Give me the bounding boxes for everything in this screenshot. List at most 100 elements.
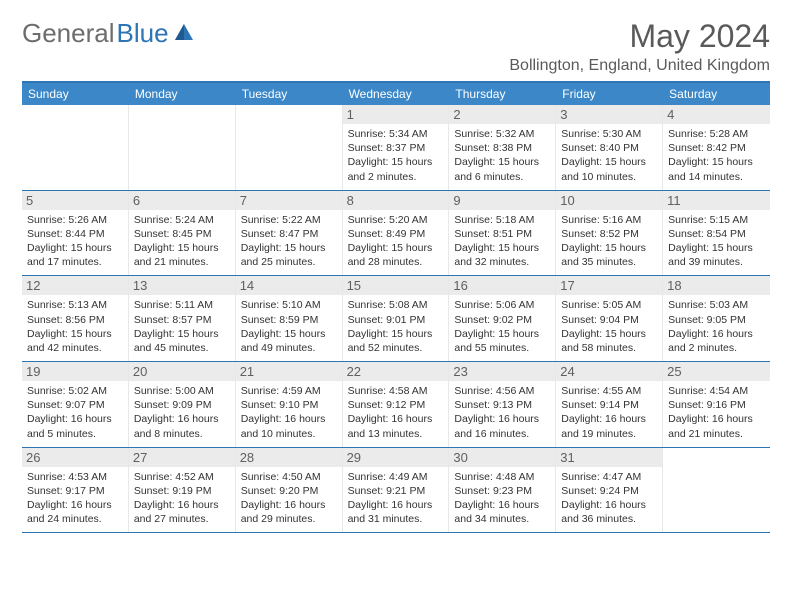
day-number: 9	[449, 191, 555, 210]
sunrise-text: Sunrise: 4:59 AM	[241, 384, 337, 398]
day-cell: 18 Sunrise: 5:03 AMSunset: 9:05 PMDayligh…	[663, 276, 770, 361]
logo-text-2: Blue	[117, 18, 169, 49]
day-info: Sunrise: 5:34 AMSunset: 8:37 PMDaylight:…	[348, 127, 444, 184]
week-row: 12Sunrise: 5:13 AMSunset: 8:56 PMDayligh…	[22, 276, 770, 362]
day-info: Sunrise: 5:24 AMSunset: 8:45 PMDaylight:…	[134, 213, 230, 270]
day-cell	[22, 105, 129, 190]
day-number: 28	[236, 448, 342, 467]
day-number: 26	[22, 448, 128, 467]
sunset-text: Sunset: 8:59 PM	[241, 313, 337, 327]
day-number: 23	[449, 362, 555, 381]
sunset-text: Sunset: 8:52 PM	[561, 227, 657, 241]
sunset-text: Sunset: 9:12 PM	[348, 398, 444, 412]
sunrise-text: Sunrise: 5:22 AM	[241, 213, 337, 227]
day-header: Wednesday	[343, 83, 450, 105]
daylight-text: Daylight: 16 hours and 31 minutes.	[348, 498, 444, 526]
daylight-text: Daylight: 15 hours and 42 minutes.	[27, 327, 123, 355]
title-block: May 2024 Bollington, England, United Kin…	[509, 18, 770, 75]
sunset-text: Sunset: 8:37 PM	[348, 141, 444, 155]
sunrise-text: Sunrise: 4:47 AM	[561, 470, 657, 484]
daylight-text: Daylight: 16 hours and 8 minutes.	[134, 412, 230, 440]
sunrise-text: Sunrise: 5:30 AM	[561, 127, 657, 141]
sunset-text: Sunset: 9:10 PM	[241, 398, 337, 412]
day-cell: 30 Sunrise: 4:48 AMSunset: 9:23 PMDayligh…	[449, 448, 556, 533]
day-number: 14	[236, 276, 342, 295]
day-number: 13	[129, 276, 235, 295]
sunset-text: Sunset: 8:38 PM	[454, 141, 550, 155]
day-header: Monday	[129, 83, 236, 105]
daylight-text: Daylight: 15 hours and 45 minutes.	[134, 327, 230, 355]
sunset-text: Sunset: 8:42 PM	[668, 141, 765, 155]
day-number: 4	[663, 105, 770, 124]
day-info: Sunrise: 5:22 AMSunset: 8:47 PMDaylight:…	[241, 213, 337, 270]
sunset-text: Sunset: 8:49 PM	[348, 227, 444, 241]
day-info: Sunrise: 5:30 AMSunset: 8:40 PMDaylight:…	[561, 127, 657, 184]
day-cell: 8Sunrise: 5:20 AMSunset: 8:49 PMDaylight…	[343, 191, 450, 276]
day-header: Friday	[556, 83, 663, 105]
day-cell: 14 Sunrise: 5:10 AMSunset: 8:59 PMDayligh…	[236, 276, 343, 361]
day-info: Sunrise: 4:54 AMSunset: 9:16 PMDaylight:…	[668, 384, 765, 441]
sunset-text: Sunset: 8:57 PM	[134, 313, 230, 327]
day-info: Sunrise: 5:16 AMSunset: 8:52 PMDaylight:…	[561, 213, 657, 270]
logo-sail-icon	[173, 18, 195, 49]
day-header: Tuesday	[236, 83, 343, 105]
daylight-text: Daylight: 15 hours and 25 minutes.	[241, 241, 337, 269]
day-number: 25	[663, 362, 770, 381]
daylight-text: Daylight: 16 hours and 13 minutes.	[348, 412, 444, 440]
day-cell: 9Sunrise: 5:18 AMSunset: 8:51 PMDaylight…	[449, 191, 556, 276]
day-info: Sunrise: 5:10 AMSunset: 8:59 PMDaylight:…	[241, 298, 337, 355]
daylight-text: Daylight: 15 hours and 32 minutes.	[454, 241, 550, 269]
daylight-text: Daylight: 15 hours and 21 minutes.	[134, 241, 230, 269]
day-number: 10	[556, 191, 662, 210]
sunset-text: Sunset: 9:05 PM	[668, 313, 765, 327]
daylight-text: Daylight: 16 hours and 2 minutes.	[668, 327, 765, 355]
day-header: Thursday	[449, 83, 556, 105]
day-info: Sunrise: 5:00 AMSunset: 9:09 PMDaylight:…	[134, 384, 230, 441]
day-number: 24	[556, 362, 662, 381]
sunrise-text: Sunrise: 5:08 AM	[348, 298, 444, 312]
sunrise-text: Sunrise: 5:02 AM	[27, 384, 123, 398]
daylight-text: Daylight: 15 hours and 55 minutes.	[454, 327, 550, 355]
day-cell: 19Sunrise: 5:02 AMSunset: 9:07 PMDayligh…	[22, 362, 129, 447]
week-row: 5Sunrise: 5:26 AMSunset: 8:44 PMDaylight…	[22, 191, 770, 277]
day-cell: 20 Sunrise: 5:00 AMSunset: 9:09 PMDayligh…	[129, 362, 236, 447]
week-row: 19Sunrise: 5:02 AMSunset: 9:07 PMDayligh…	[22, 362, 770, 448]
day-cell: 23Sunrise: 4:56 AMSunset: 9:13 PMDayligh…	[449, 362, 556, 447]
day-number: 29	[343, 448, 449, 467]
day-info: Sunrise: 4:48 AMSunset: 9:23 PMDaylight:…	[454, 470, 550, 527]
sunrise-text: Sunrise: 5:32 AM	[454, 127, 550, 141]
daylight-text: Daylight: 16 hours and 5 minutes.	[27, 412, 123, 440]
day-number: 22	[343, 362, 449, 381]
day-number: 30	[449, 448, 555, 467]
day-number: 20	[129, 362, 235, 381]
sunset-text: Sunset: 9:07 PM	[27, 398, 123, 412]
sunrise-text: Sunrise: 5:03 AM	[668, 298, 765, 312]
day-header: Saturday	[663, 83, 770, 105]
sunset-text: Sunset: 9:16 PM	[668, 398, 765, 412]
sunrise-text: Sunrise: 4:54 AM	[668, 384, 765, 398]
day-info: Sunrise: 5:20 AMSunset: 8:49 PMDaylight:…	[348, 213, 444, 270]
day-cell: 11 Sunrise: 5:15 AMSunset: 8:54 PMDayligh…	[663, 191, 770, 276]
day-info: Sunrise: 5:15 AMSunset: 8:54 PMDaylight:…	[668, 213, 765, 270]
day-info: Sunrise: 5:26 AMSunset: 8:44 PMDaylight:…	[27, 213, 123, 270]
sunrise-text: Sunrise: 4:58 AM	[348, 384, 444, 398]
day-cell	[129, 105, 236, 190]
sunset-text: Sunset: 9:14 PM	[561, 398, 657, 412]
day-info: Sunrise: 5:11 AMSunset: 8:57 PMDaylight:…	[134, 298, 230, 355]
day-cell: 24Sunrise: 4:55 AMSunset: 9:14 PMDayligh…	[556, 362, 663, 447]
day-cell: 10 Sunrise: 5:16 AMSunset: 8:52 PMDayligh…	[556, 191, 663, 276]
day-number: 7	[236, 191, 342, 210]
daylight-text: Daylight: 16 hours and 10 minutes.	[241, 412, 337, 440]
sunrise-text: Sunrise: 5:06 AM	[454, 298, 550, 312]
month-title: May 2024	[509, 18, 770, 55]
header: GeneralBlue May 2024 Bollington, England…	[22, 18, 770, 75]
daylight-text: Daylight: 16 hours and 34 minutes.	[454, 498, 550, 526]
day-number: 11	[663, 191, 770, 210]
sunset-text: Sunset: 9:02 PM	[454, 313, 550, 327]
day-cell: 22 Sunrise: 4:58 AMSunset: 9:12 PMDayligh…	[343, 362, 450, 447]
day-info: Sunrise: 5:03 AMSunset: 9:05 PMDaylight:…	[668, 298, 765, 355]
day-cell: 7 Sunrise: 5:22 AMSunset: 8:47 PMDaylight…	[236, 191, 343, 276]
day-number: 2	[449, 105, 555, 124]
daylight-text: Daylight: 15 hours and 10 minutes.	[561, 155, 657, 183]
day-number: 18	[663, 276, 770, 295]
